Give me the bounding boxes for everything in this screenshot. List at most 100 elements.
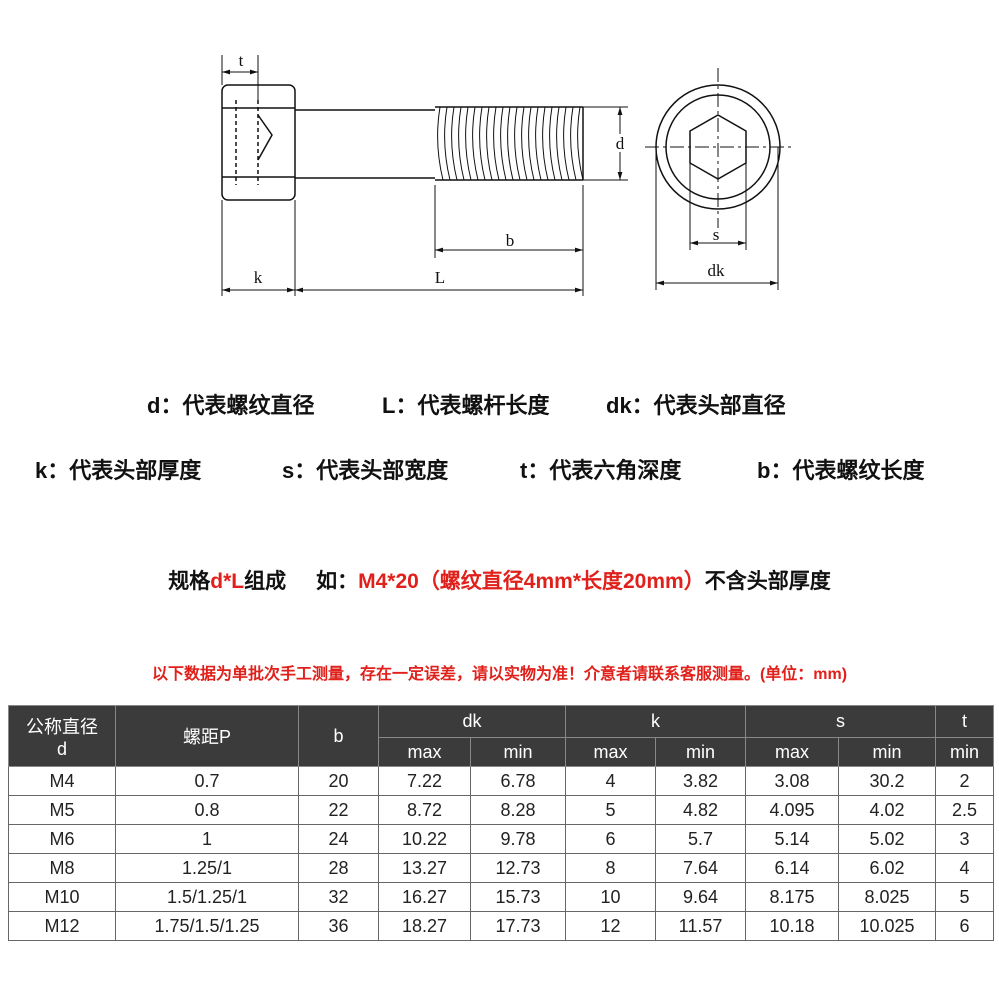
spec-table: 公称直径 d 螺距P b dk k s t max min max min max min min M4 0.7… (8, 705, 995, 941)
dim-label: b (506, 231, 515, 250)
dim-label: dk (708, 261, 726, 280)
thread-line (451, 106, 458, 181)
data-cell: 5.7 (655, 824, 747, 854)
thread-line (549, 106, 556, 181)
data-cell: 5.02 (838, 824, 937, 854)
data-cell: 6 (565, 824, 657, 854)
thread-line (493, 106, 500, 181)
data-cell: 8.28 (469, 795, 567, 825)
spec-line: 规格d*L组成 如：M4*20（螺纹直径4mm*长度20mm）不含头部厚度 (0, 565, 999, 595)
data-cell: 10 (565, 882, 657, 912)
legend-item: b：代表螺纹长度 (757, 458, 925, 483)
header-text: d (56, 738, 67, 759)
data-cell: 0.7 (115, 766, 299, 796)
thread-line (570, 106, 577, 181)
data-cell: M5 (8, 795, 116, 825)
data-cell: 32 (298, 882, 379, 912)
thread-line (465, 106, 472, 181)
data-cell: 8 (565, 853, 657, 883)
data-cell: M12 (8, 911, 116, 941)
data-cell: 24 (298, 824, 379, 854)
subheader-cell: min (935, 737, 995, 767)
data-cell: 9.64 (655, 882, 747, 912)
data-cell: 0.8 (115, 795, 299, 825)
data-cell: 3 (935, 824, 995, 854)
legend-item: dk：代表头部直径 (606, 393, 786, 418)
bolt-top (645, 68, 792, 290)
header-cell: t (935, 705, 995, 738)
spec-example: M4*20（螺纹直径4mm*长度20mm） (358, 570, 705, 593)
data-cell: 18.27 (378, 911, 471, 941)
data-row: M12 1.75/1.5/1.25 36 18.27 17.73 12 11.57 10.18… (8, 911, 995, 941)
bolt-side (221, 84, 584, 201)
data-cell: 4.02 (838, 795, 937, 825)
dim-label: s (713, 225, 720, 244)
data-cell: 16.27 (378, 882, 471, 912)
data-cell: 13.27 (378, 853, 471, 883)
data-cell: 6.14 (745, 853, 840, 883)
header-cell: b (298, 705, 379, 767)
subheader-cell: min (655, 737, 747, 767)
data-cell: 15.73 (469, 882, 567, 912)
spec-formula: d*L (210, 570, 245, 593)
subheader-cell: min (469, 737, 567, 767)
thread-line (542, 106, 549, 181)
data-cell: M8 (8, 853, 116, 883)
thread-line (528, 106, 535, 181)
data-cell: 28 (298, 853, 379, 883)
data-cell: 2.5 (935, 795, 995, 825)
subheader-cell: max (745, 737, 840, 767)
thread-line (500, 106, 507, 181)
data-cell: 4 (565, 766, 657, 796)
data-row: M10 1.5/1.25/1 32 16.27 15.73 10 9.64 8.175 8.02… (8, 882, 995, 912)
data-cell: 1 (115, 824, 299, 854)
data-cell: 10.025 (838, 911, 937, 941)
data-cell: 6.02 (838, 853, 937, 883)
spec-text: 组成 (244, 570, 287, 593)
data-cell: 3.08 (745, 766, 840, 796)
thread-line (458, 106, 465, 181)
data-cell: 4 (935, 853, 995, 883)
bolt-diagram: t d b k L s dk (221, 51, 792, 296)
data-cell: 2 (935, 766, 995, 796)
thread-line (521, 106, 528, 181)
thread-line (472, 106, 479, 181)
thread-line (563, 106, 570, 181)
data-cell: 10.18 (745, 911, 840, 941)
data-cell: 6 (935, 911, 995, 941)
header-cell: dk (377, 705, 567, 738)
data-cell: 10.22 (378, 824, 471, 854)
data-cell: 7.64 (655, 853, 747, 883)
notice: 以下数据为单批次手工测量，存在一定误差，请以实物为准！介意者请联系客服测量。(单… (151, 666, 848, 683)
thread-line (514, 106, 521, 181)
data-cell: 36 (298, 911, 379, 941)
data-cell: 12.73 (469, 853, 567, 883)
data-cell: 1.5/1.25/1 (115, 882, 299, 912)
dim-label: k (254, 268, 263, 287)
legend-item: d：代表螺纹直径 (147, 393, 315, 418)
thread-line (556, 106, 563, 181)
legend-item: s：代表头部宽度 (282, 458, 449, 483)
legend-item: k：代表头部厚度 (35, 458, 202, 483)
data-cell: 8.72 (378, 795, 471, 825)
data-row: M5 0.8 22 8.72 8.28 5 4.82 4.095 4.02 2.5 (8, 795, 995, 825)
data-cell: 4.82 (655, 795, 747, 825)
data-cell: 6.78 (469, 766, 567, 796)
spec-text: 规格 (168, 570, 211, 593)
data-cell: 1.75/1.5/1.25 (115, 911, 299, 941)
subheader-cell: max (565, 737, 657, 767)
header-row: 公称直径 d 螺距P b dk k s t (8, 705, 995, 767)
legend-item: L：代表螺杆长度 (382, 393, 550, 418)
data-cell: M10 (8, 882, 116, 912)
thread-line (479, 106, 486, 181)
data-cell: M4 (8, 766, 116, 796)
data-cell: 17.73 (469, 911, 567, 941)
data-row: M4 0.7 20 7.22 6.78 4 3.82 3.08 30.2 2 (8, 766, 995, 796)
subheader-cell: min (838, 737, 937, 767)
dim-label: t (239, 51, 244, 70)
data-cell: 8.175 (745, 882, 840, 912)
header-cell: k (565, 705, 747, 738)
data-row: M6 1 24 10.22 9.78 6 5.7 5.14 5.02 3 (8, 824, 995, 854)
data-row: M8 1.25/1 28 13.27 12.73 8 7.64 6.14 6.02 4 (8, 853, 995, 883)
